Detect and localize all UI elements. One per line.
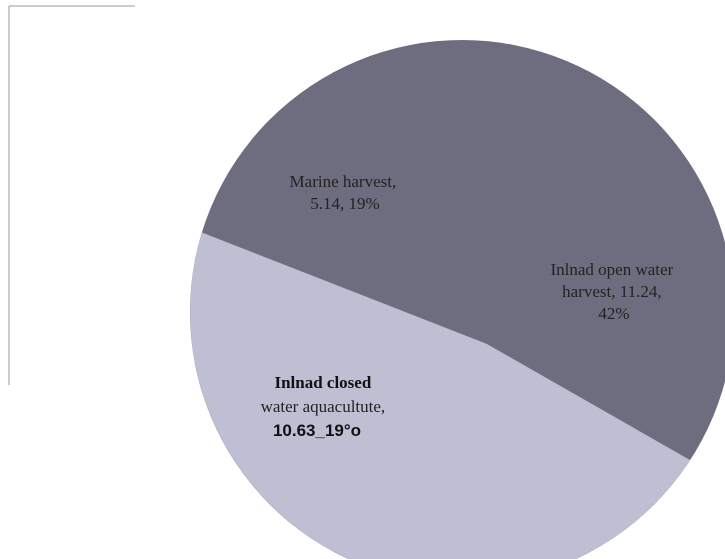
slice-label-inland-closed-water: Inlnad closed water aquacultute, 10.63_1… — [261, 373, 390, 440]
slice-label-open-line-1: Inlnad open water — [551, 260, 674, 279]
slice-label-closed-line-2: water aquacultute, — [261, 397, 386, 416]
slice-label-closed-line-1: Inlnad closed — [274, 373, 371, 392]
slice-label-marine-line-1: Marine harvest, — [290, 172, 397, 191]
slice-label-open-line-2: harvest, 11.24, — [562, 282, 661, 301]
slice-label-closed-line-3: 10.63_19°o — [273, 421, 361, 440]
slice-label-marine-harvest: Marine harvest, 5.14, 19% — [290, 172, 401, 213]
slice-label-inland-open-water: Inlnad open water harvest, 11.24, 42% — [551, 260, 678, 323]
slice-label-marine-line-2: 5.14, 19% — [310, 194, 379, 213]
slice-label-open-line-3: 42% — [598, 304, 629, 323]
pie-slice-inland-closed-water — [190, 232, 691, 559]
